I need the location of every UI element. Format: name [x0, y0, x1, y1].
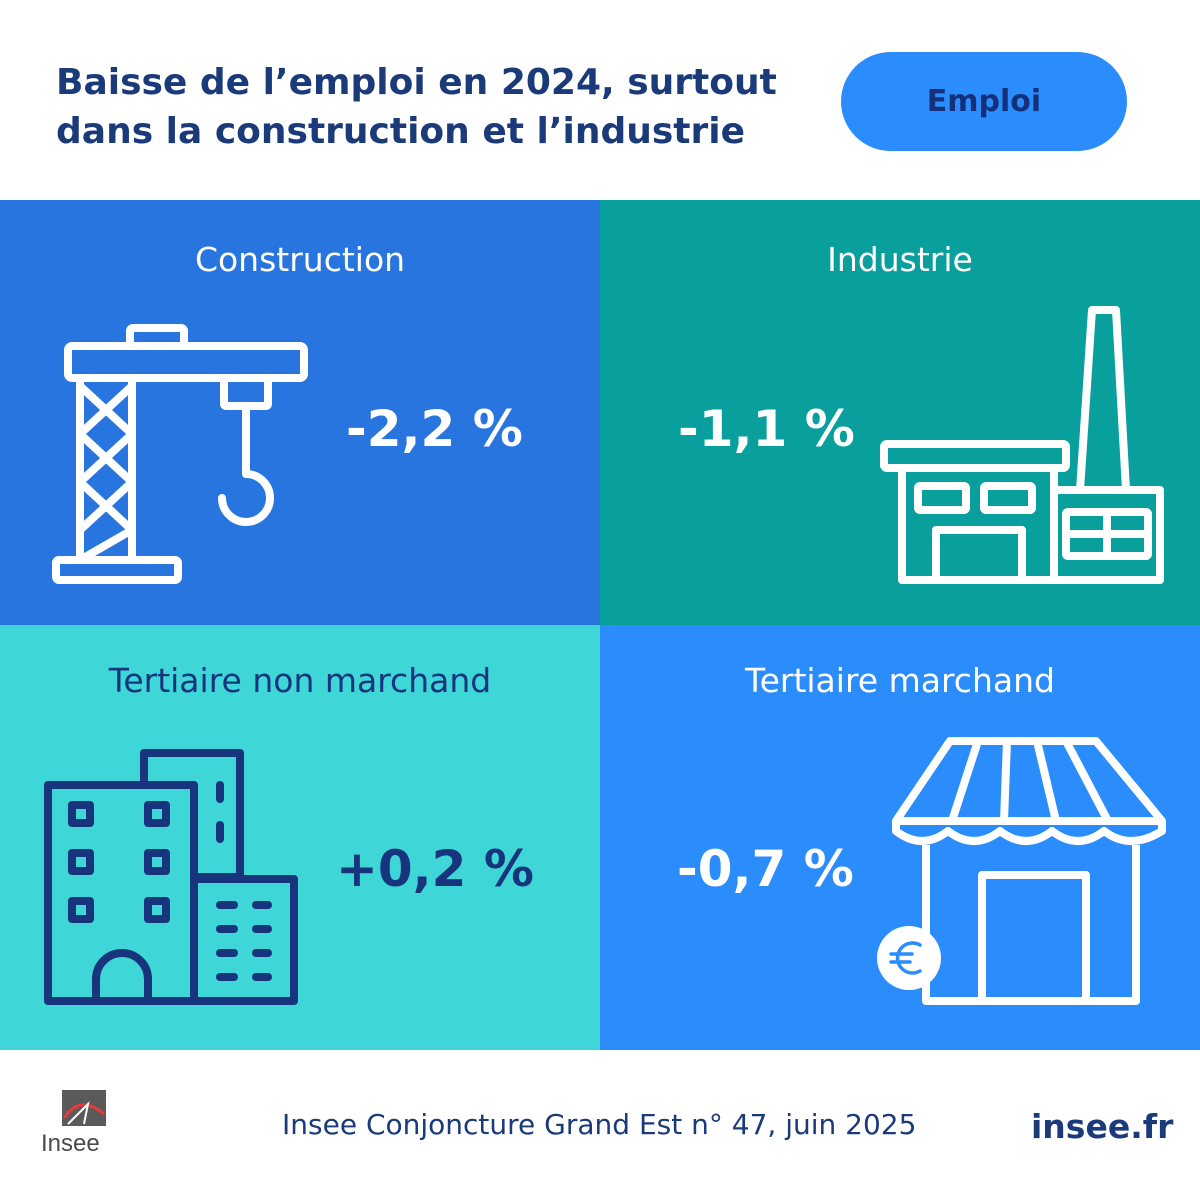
insee-logo-icon [62, 1090, 106, 1126]
panel-label-industrie: Industrie [827, 240, 973, 279]
value-tertiaire-marchand: -0,7 % [677, 840, 854, 898]
page-title: Baisse de l’emploi en 2024, surtout dans… [56, 58, 816, 156]
panel-label-tertiaire-non-marchand: Tertiaire non marchand [108, 661, 492, 700]
panel-industrie: Industrie -1,1 % [600, 200, 1200, 625]
shop-icon [892, 737, 1166, 1005]
value-construction: -2,2 % [346, 400, 523, 458]
panel-label-construction: Construction [194, 240, 406, 279]
euro-coin-icon [877, 926, 941, 990]
panel-tertiaire-non-marchand: Tertiaire non marchand +0,2 % [0, 625, 600, 1050]
panel-construction: Construction -2,2 % [0, 200, 600, 625]
insee-logo-word: Insee [41, 1130, 100, 1157]
panel-label-tertiaire-marchand: Tertiaire marchand [745, 661, 1055, 700]
crane-icon [52, 324, 308, 584]
value-industrie: -1,1 % [678, 400, 855, 458]
title-line-2: dans la construction et l’industrie [56, 111, 746, 152]
source-citation: Insee Conjoncture Grand Est n° 47, juin … [282, 1108, 917, 1141]
factory-icon [880, 306, 1164, 584]
emploi-tag: Emploi [841, 52, 1127, 151]
value-tertiaire-non-marchand: +0,2 % [336, 840, 534, 898]
panel-tertiaire-marchand: Tertiaire marchand -0,7 % [600, 625, 1200, 1050]
title-line-1: Baisse de l’emploi en 2024, surtout [56, 62, 777, 103]
buildings-icon [44, 749, 298, 1005]
site-link[interactable]: insee.fr [1031, 1107, 1174, 1146]
